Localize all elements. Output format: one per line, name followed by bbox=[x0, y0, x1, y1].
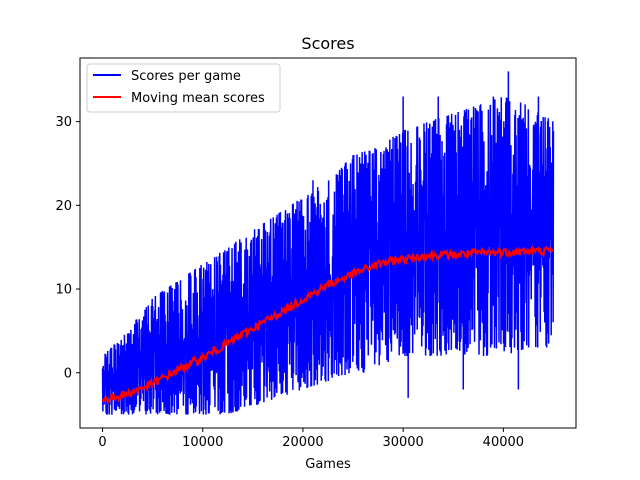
legend-frame bbox=[86, 63, 281, 113]
legend-label-moving-mean-scores: Moving mean scores bbox=[131, 91, 265, 106]
plot-marks bbox=[101, 71, 555, 415]
x-tick-label: 20000 bbox=[282, 435, 323, 450]
x-axis-label: Games bbox=[305, 457, 351, 472]
legend: Scores per game Moving mean scores bbox=[86, 63, 281, 113]
axes: 0 10000 20000 30000 40000 0 10 20 30 bbox=[55, 115, 524, 450]
x-tick-label: 40000 bbox=[483, 435, 524, 450]
x-tick-label: 10000 bbox=[182, 435, 223, 450]
plot-frame bbox=[79, 57, 577, 429]
chart-title: Scores bbox=[301, 34, 354, 53]
legend-label-scores-per-game: Scores per game bbox=[131, 69, 241, 84]
x-tick-label: 30000 bbox=[382, 435, 423, 450]
series-line-scores-per-game bbox=[101, 71, 555, 415]
x-tick-label: 0 bbox=[98, 435, 106, 450]
y-tick-label: 0 bbox=[64, 366, 72, 381]
y-tick-label: 10 bbox=[55, 283, 72, 298]
y-tick-label: 20 bbox=[55, 199, 72, 214]
series-line-moving-mean-scores bbox=[101, 244, 554, 405]
y-tick-label: 30 bbox=[55, 115, 72, 130]
